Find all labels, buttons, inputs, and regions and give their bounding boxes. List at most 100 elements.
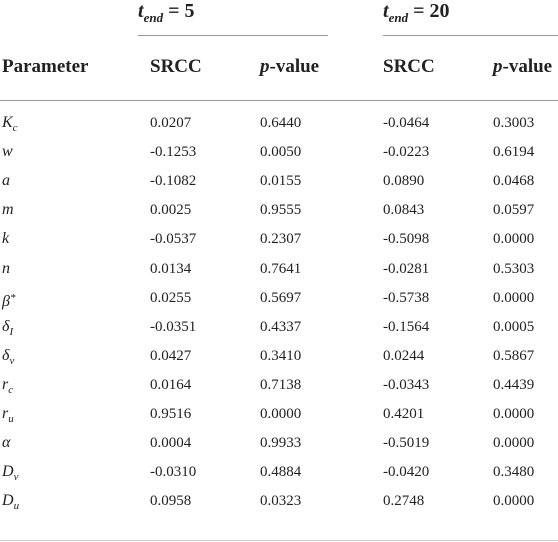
cell-pvalue-tend-5: 0.0323 xyxy=(260,493,302,510)
cell-srcc-tend-20: 0.4201 xyxy=(383,406,425,422)
table-row: Kc 0.0207 0.6440 -0.0464 0.3003 xyxy=(0,109,558,138)
cell-pvalue-tend-20: 0.0000 xyxy=(493,231,535,248)
group-title-tend-20: tend = 20 xyxy=(383,0,449,26)
header-p: p xyxy=(493,56,503,77)
parameter-base: n xyxy=(2,259,10,277)
cell-pvalue-tend-20: 0.0000 xyxy=(493,435,535,452)
cell-srcc-tend-5: -0.1082 xyxy=(150,173,197,190)
table-row: δv 0.0427 0.3410 0.0244 0.5867 xyxy=(0,342,558,371)
cell-srcc-tend-20: -0.0223 xyxy=(383,144,430,161)
group-var: t xyxy=(383,0,389,22)
parameter-base: w xyxy=(2,143,13,161)
parameter-subscript: c xyxy=(12,122,18,134)
header-srcc-tend-20: SRCC xyxy=(383,56,435,77)
parameter-subscript: v xyxy=(13,471,19,484)
parameter-symbol: a xyxy=(2,171,10,191)
cell-srcc-tend-20: -0.0343 xyxy=(383,376,430,393)
cell-pvalue-tend-5: 0.9555 xyxy=(260,202,302,219)
parameter-symbol: β* xyxy=(2,288,15,312)
table-row: a -0.1082 0.0155 0.0890 0.0468 xyxy=(0,167,558,196)
table-row: w -0.1253 0.0050 -0.0223 0.6194 xyxy=(0,138,558,167)
parameter-subscript: u xyxy=(8,413,14,425)
cell-srcc-tend-20: -0.0464 xyxy=(383,115,430,131)
cell-srcc-tend-20: -0.0420 xyxy=(383,464,430,481)
parameter-subscript: I xyxy=(9,325,14,338)
cell-pvalue-tend-20: 0.3480 xyxy=(493,464,535,481)
cell-pvalue-tend-5: 0.4337 xyxy=(260,318,302,335)
header-parameter: Parameter xyxy=(2,56,89,77)
cell-pvalue-tend-5: 0.0155 xyxy=(260,173,302,190)
cell-srcc-tend-20: 0.2748 xyxy=(383,493,425,510)
parameter-base: α xyxy=(2,434,11,452)
parameter-base: D xyxy=(2,492,14,510)
cell-srcc-tend-5: 0.0255 xyxy=(150,289,192,306)
table-row: m 0.0025 0.9555 0.0843 0.0597 xyxy=(0,196,558,225)
group-title-tend-5: tend = 5 xyxy=(138,0,194,26)
cell-srcc-tend-5: 0.0134 xyxy=(150,260,192,277)
cell-pvalue-tend-5: 0.0000 xyxy=(260,406,302,422)
cell-pvalue-tend-20: 0.0000 xyxy=(493,406,535,422)
table-row: Dv -0.0310 0.4884 -0.0420 0.3480 xyxy=(0,458,558,487)
parameter-symbol: δI xyxy=(2,317,13,342)
parameter-base: k xyxy=(2,230,10,248)
header-srcc-tend-5: SRCC xyxy=(150,56,202,77)
cell-srcc-tend-5: 0.0958 xyxy=(150,493,192,510)
parameter-symbol: rc xyxy=(2,375,13,400)
parameter-symbol: w xyxy=(2,142,13,162)
cell-pvalue-tend-5: 0.9933 xyxy=(260,435,302,452)
parameter-base: r xyxy=(2,405,9,422)
cell-pvalue-tend-20: 0.6194 xyxy=(493,144,535,161)
cell-srcc-tend-20: 0.0890 xyxy=(383,173,425,190)
parameter-symbol: Kc xyxy=(2,113,18,138)
parameter-subscript: v xyxy=(9,354,15,367)
table-row: β* 0.0255 0.5697 -0.5738 0.0000 xyxy=(0,284,558,313)
table-row: rc 0.0164 0.7138 -0.0343 0.4439 xyxy=(0,371,558,400)
table-row: δI -0.0351 0.4337 -0.1564 0.0005 xyxy=(0,313,558,342)
cell-pvalue-tend-5: 0.3410 xyxy=(260,347,302,364)
group-var: t xyxy=(138,0,144,22)
cell-pvalue-tend-20: 0.3003 xyxy=(493,115,535,131)
header-value-suffix: -value xyxy=(269,56,320,77)
parameter-symbol: α xyxy=(2,433,10,453)
cell-srcc-tend-20: -0.1564 xyxy=(383,318,430,335)
cell-srcc-tend-20: -0.5098 xyxy=(383,231,430,248)
cell-srcc-tend-5: 0.0004 xyxy=(150,435,192,452)
parameter-subscript: c xyxy=(8,383,14,396)
cell-pvalue-tend-5: 0.7138 xyxy=(260,376,302,393)
parameter-base: a xyxy=(2,172,10,190)
group-rule-tend-20 xyxy=(383,35,558,36)
cell-srcc-tend-5: -0.0351 xyxy=(150,318,197,335)
parameter-symbol: Du xyxy=(2,491,19,516)
cell-pvalue-tend-20: 0.5303 xyxy=(493,260,535,277)
cell-srcc-tend-20: -0.5738 xyxy=(383,289,430,306)
table-row: n 0.0134 0.7641 -0.0281 0.5303 xyxy=(0,255,558,284)
cell-pvalue-tend-5: 0.5697 xyxy=(260,289,302,306)
bottom-rule xyxy=(0,540,558,541)
cell-srcc-tend-5: 0.0025 xyxy=(150,202,192,219)
cell-srcc-tend-5: 0.0427 xyxy=(150,347,192,364)
parameter-base: δ xyxy=(2,317,10,335)
group-value: = 20 xyxy=(408,0,450,22)
cell-pvalue-tend-20: 0.4439 xyxy=(493,376,535,393)
table-row: α 0.0004 0.9933 -0.5019 0.0000 xyxy=(0,429,558,458)
parameter-base: K xyxy=(2,114,13,131)
parameter-symbol: k xyxy=(2,229,9,249)
group-var-subscript: end xyxy=(143,10,164,25)
cell-srcc-tend-5: 0.9516 xyxy=(150,406,192,422)
parameter-symbol: ru xyxy=(2,404,14,429)
cell-pvalue-tend-20: 0.0000 xyxy=(493,289,535,306)
header-p: p xyxy=(260,56,270,77)
parameter-symbol: Dv xyxy=(2,462,18,487)
cell-pvalue-tend-20: 0.0000 xyxy=(493,493,535,510)
cell-srcc-tend-5: -0.0310 xyxy=(150,464,197,481)
parameter-base: D xyxy=(2,463,14,481)
header-rule xyxy=(0,100,558,101)
cell-pvalue-tend-20: 0.0005 xyxy=(493,318,535,335)
parameter-base: β xyxy=(2,292,10,310)
parameter-superscript: * xyxy=(9,291,16,304)
parameter-base: m xyxy=(2,201,14,219)
cell-pvalue-tend-20: 0.0468 xyxy=(493,173,535,190)
cell-pvalue-tend-5: 0.0050 xyxy=(260,144,302,161)
cell-pvalue-tend-5: 0.2307 xyxy=(260,231,302,248)
